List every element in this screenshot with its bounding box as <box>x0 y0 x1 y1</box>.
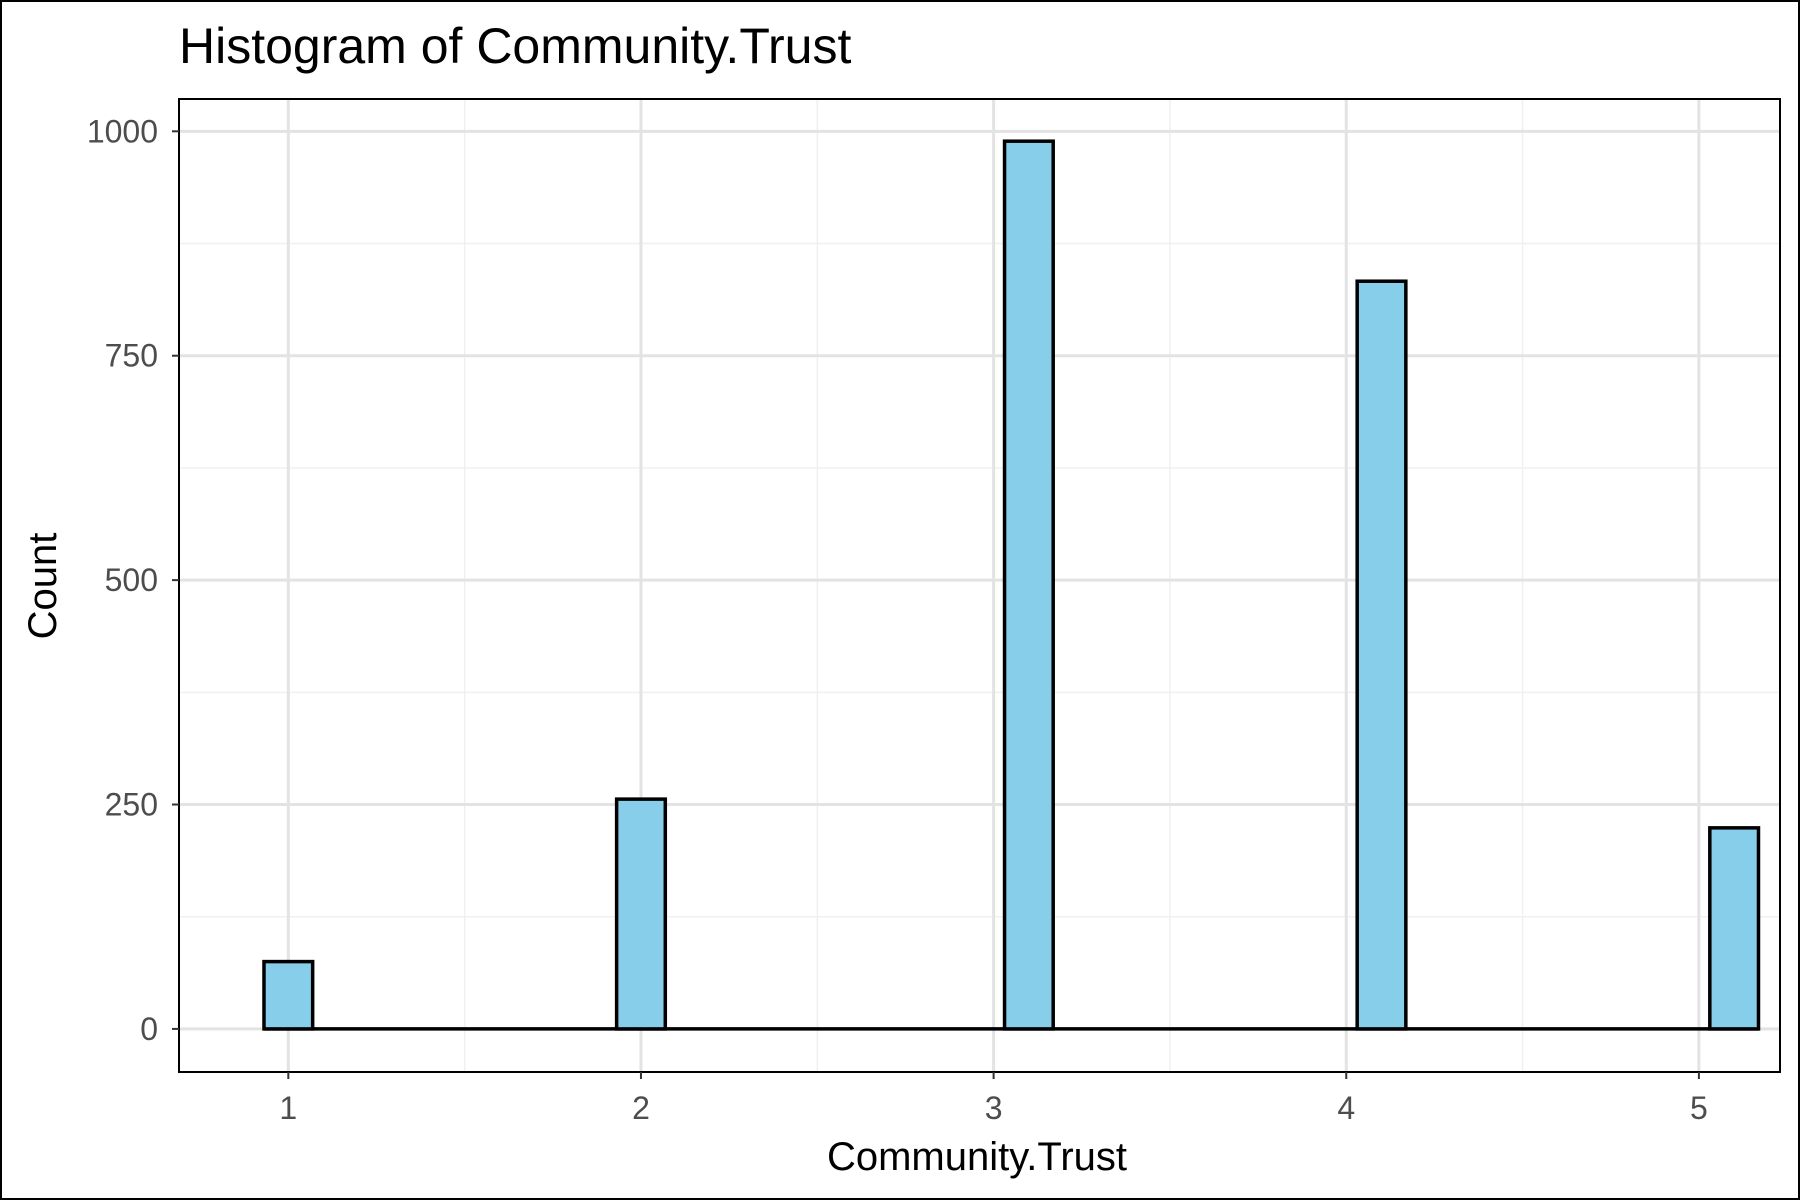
x-tick-label: 4 <box>1337 1090 1355 1126</box>
y-tick-label: 500 <box>105 562 158 598</box>
plot-panel-border <box>178 98 1781 1073</box>
histogram-bar <box>262 959 315 1031</box>
histogram-bar <box>1708 826 1761 1031</box>
histogram-bar <box>1355 279 1408 1031</box>
plot-area: 1 2 3 4 5 0 250 500 750 1000 <box>87 98 1781 1126</box>
x-tick-label: 5 <box>1690 1090 1708 1126</box>
y-tick-label: 750 <box>105 338 158 374</box>
chart-title: Histogram of Community.Trust <box>179 18 851 74</box>
y-tick-label: 0 <box>140 1011 158 1047</box>
histogram-bar <box>614 797 668 1031</box>
x-axis-label: Community.Trust <box>827 1135 1127 1179</box>
x-tick-label: 3 <box>985 1090 1003 1126</box>
y-tick-label: 1000 <box>87 113 158 149</box>
histogram-bar <box>1002 139 1055 1031</box>
x-tick-label: 2 <box>632 1090 650 1126</box>
x-tick-label: 1 <box>279 1090 297 1126</box>
y-tick-label: 250 <box>105 787 158 823</box>
y-axis-label: Count <box>21 533 65 640</box>
